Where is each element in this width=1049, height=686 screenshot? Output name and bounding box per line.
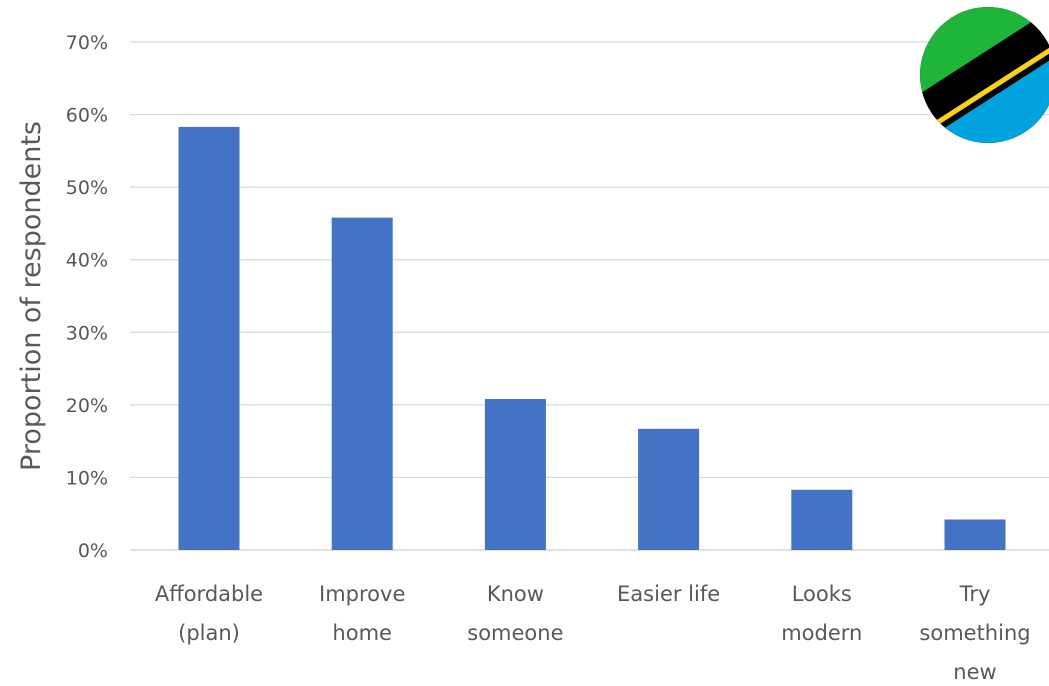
y-tick-label: 0%: [78, 540, 108, 562]
y-tick-label: 70%: [66, 32, 108, 54]
x-category-label: Know someone: [467, 582, 563, 645]
x-category-label: Try something new: [919, 582, 1030, 684]
y-tick-label: 20%: [66, 395, 108, 417]
bars: [178, 126, 1006, 550]
category-labels: Affordable (plan) Improve home Know someone Ea…: [155, 582, 1031, 684]
y-tick-label: 60%: [66, 105, 108, 127]
bar: [944, 519, 1006, 550]
bar: [638, 428, 700, 550]
x-category-label: Looks modern: [781, 582, 862, 645]
y-tick-labels: 0% 10% 20% 30% 40% 50% 60% 70%: [66, 32, 108, 562]
y-tick-label: 30%: [66, 322, 108, 344]
gridlines: [130, 41, 1049, 551]
bar: [791, 489, 853, 550]
y-tick-label: 50%: [66, 177, 108, 199]
bar: [484, 399, 546, 550]
bar: [331, 217, 393, 550]
tanzania-flag-icon: [920, 7, 1049, 143]
y-axis-title: Proportion of respondents: [16, 121, 47, 471]
x-category-label: Improve home: [319, 582, 405, 645]
y-tick-label: 10%: [66, 467, 108, 489]
x-category-label: Affordable (plan): [155, 582, 263, 645]
y-tick-label: 40%: [66, 250, 108, 272]
bar: [178, 126, 240, 550]
x-category-label: Easier life: [617, 582, 720, 606]
